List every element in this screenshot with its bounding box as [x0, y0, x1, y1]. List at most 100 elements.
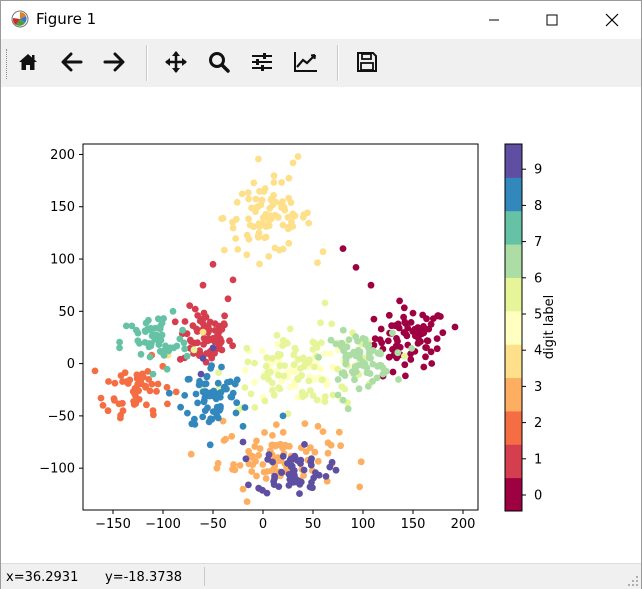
scatter-point [294, 375, 302, 382]
title-bar[interactable]: Figure 1 [1, 1, 641, 39]
scatter-point [296, 490, 303, 497]
scatter-point [194, 399, 202, 407]
scatter-point [276, 246, 283, 254]
scatter-point [420, 323, 427, 330]
scatter-point [119, 407, 127, 415]
scatter-point [220, 320, 228, 327]
scatter-point [229, 342, 237, 350]
scatter-point [326, 463, 334, 471]
scatter-point [284, 213, 292, 221]
colorbar-segment [505, 377, 522, 412]
scatter-point [269, 354, 276, 362]
scatter-point [265, 253, 273, 260]
scatter-point [207, 415, 215, 422]
scatter-point [171, 318, 179, 326]
scatter-point [177, 403, 185, 411]
scatter-point [321, 398, 329, 405]
scatter-point [305, 219, 313, 227]
forward-button[interactable] [97, 45, 131, 79]
colorbar-tick-label: 2 [534, 416, 542, 431]
scatter-point [384, 337, 392, 345]
scatter-point [389, 368, 397, 376]
scatter-point [400, 329, 408, 336]
colorbar-ticks: 0 1 2 3 4 5 6 7 8 9 [522, 163, 542, 504]
scatter-point [215, 369, 223, 377]
scatter-point [149, 407, 157, 415]
scatter-point [279, 337, 287, 344]
colorbar-frame [504, 143, 523, 512]
scatter-point [255, 451, 263, 459]
resize-grip-icon[interactable] [627, 575, 639, 587]
scatter-point [135, 396, 143, 403]
zoom-button[interactable] [202, 45, 236, 79]
scatter-point [276, 385, 284, 393]
scatter-point [338, 369, 346, 377]
scatter-point [311, 339, 318, 347]
scatter-point [302, 448, 310, 455]
y-tick-label: 100 [50, 253, 75, 268]
scatter-point [191, 415, 198, 423]
scatter-point [181, 345, 189, 353]
scatter-point [245, 447, 253, 455]
scatter-point [187, 450, 195, 458]
scatter-point [251, 359, 258, 367]
scatter-point [310, 376, 318, 384]
scatter-point [164, 400, 171, 408]
scatter-point [321, 350, 329, 358]
scatter-point [251, 404, 259, 411]
scatter-point [269, 458, 276, 466]
scatter-point [427, 348, 435, 356]
scatter-point [170, 344, 178, 352]
scatter-point [269, 386, 276, 394]
scatter-point [243, 344, 251, 352]
save-button[interactable] [350, 45, 384, 79]
scatter-point [317, 365, 324, 373]
scatter-point [165, 347, 173, 355]
scatter-point [233, 399, 241, 407]
scatter-point [285, 224, 293, 232]
scatter-point [314, 259, 321, 267]
scatter-point [304, 357, 312, 364]
scatter-point [291, 452, 299, 460]
scatter-point [191, 305, 199, 313]
back-button[interactable] [55, 45, 89, 79]
scatter-point [184, 375, 192, 383]
maximize-button[interactable] [529, 1, 575, 39]
axes-frame [82, 143, 479, 511]
toolbar-separator [337, 45, 339, 81]
scatter-point [233, 198, 241, 206]
scatter-point [179, 326, 187, 334]
scatter-point [256, 445, 264, 452]
scatter-point [289, 210, 297, 218]
scatter-point [420, 329, 428, 337]
scatter-point [296, 365, 304, 372]
colorbar [504, 143, 523, 512]
colorbar-segment [505, 410, 522, 445]
scatter-point [243, 231, 251, 239]
scatter-point [215, 342, 223, 350]
home-button[interactable] [11, 45, 45, 79]
scatter-point [204, 404, 211, 412]
scatter-point [348, 368, 356, 375]
edit-axis-curve-icon [294, 52, 317, 72]
toolbar-grip[interactable] [6, 49, 9, 79]
configure-subplots-button[interactable] [245, 45, 279, 79]
scatter-point [388, 322, 395, 330]
scatter-point [341, 385, 349, 393]
x-tick-label: 150 [401, 517, 426, 532]
colorbar-tick-label: 4 [534, 344, 542, 359]
figure-canvas[interactable]: −150 −100 −50 0 50 100 150 200 −100 −50 0 50 100 150… [1, 87, 641, 563]
scatter-point [291, 382, 299, 390]
scatter-point [377, 350, 384, 358]
edit-axis-button[interactable] [289, 45, 323, 79]
minimize-button[interactable] [471, 1, 517, 39]
scatter-point [352, 352, 360, 360]
subplots-sliders-icon [252, 53, 272, 71]
scatter-point [314, 457, 322, 465]
pan-button[interactable] [159, 45, 193, 79]
scatter-point [145, 376, 153, 383]
scatter-point [251, 379, 259, 386]
scatter-point [285, 239, 293, 247]
close-button[interactable] [589, 1, 635, 39]
scatter-point [304, 209, 311, 217]
